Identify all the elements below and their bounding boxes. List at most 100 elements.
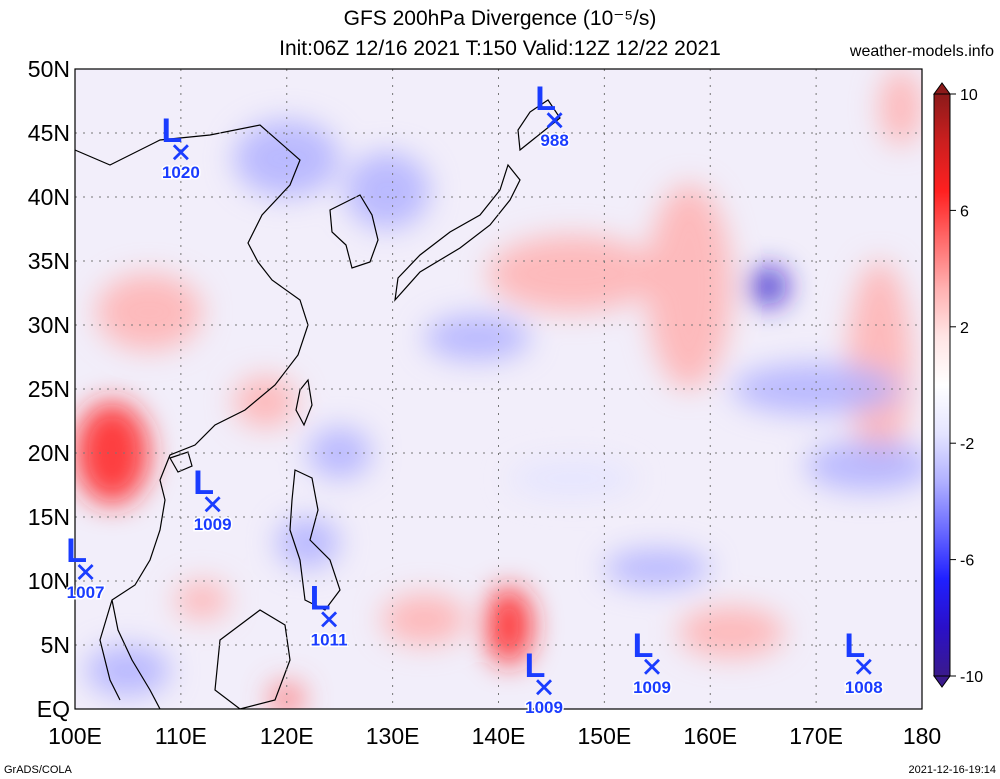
- map-title: GFS 200hPa Divergence (10⁻⁵/s): [343, 7, 657, 30]
- coastline-layer: [75, 99, 561, 709]
- longitude-label: 100E: [48, 723, 102, 749]
- low-pressure-center: L 1007: [65, 532, 106, 604]
- map-subtitle: Init:06Z 12/16 2021 T:150 Valid:12Z 12/2…: [279, 37, 721, 60]
- low-symbol: L: [844, 627, 865, 665]
- low-pressure-center: L 1009: [192, 464, 233, 536]
- colorbar-tick-label: 2: [960, 320, 969, 337]
- low-pressure-center: L 1008: [843, 627, 884, 699]
- convergence-region: [276, 517, 340, 569]
- latitude-label: 35N: [28, 248, 70, 274]
- colorbar-tick-label: 6: [960, 203, 969, 220]
- borneo-coastline: [214, 609, 291, 709]
- hokkaido-coastline: [517, 99, 561, 152]
- low-symbol: L: [633, 627, 654, 665]
- divergence-region: [646, 184, 732, 389]
- low-symbol: L: [66, 532, 87, 570]
- field-layer: [75, 69, 922, 709]
- divergence-region: [175, 581, 229, 620]
- low-pressure-value: 1008: [845, 678, 883, 697]
- japan-coastline: [394, 163, 521, 302]
- malay-coastline: [111, 599, 161, 709]
- longitude-label: 120E: [260, 723, 314, 749]
- longitude-label: 110E: [155, 723, 207, 749]
- divergence-region: [485, 587, 533, 665]
- plot-frame: [74, 68, 923, 710]
- longitude-label: 140E: [472, 723, 526, 749]
- longitude-label: 180: [903, 723, 941, 749]
- divergence-region: [75, 401, 150, 505]
- colorbar-tick-label: -2: [960, 436, 974, 453]
- latitude-label: 30N: [28, 312, 70, 338]
- latitude-label: 5N: [41, 632, 70, 658]
- convergence-region: [749, 267, 788, 306]
- divergence-region: [382, 593, 467, 646]
- latitude-label: 40N: [28, 184, 70, 210]
- site-credit: weather-models.info: [849, 43, 994, 60]
- longitude-label: 130E: [366, 723, 420, 749]
- low-pressure-center: L 988: [535, 80, 570, 152]
- low-pressure-value: 1009: [633, 678, 671, 697]
- graticule: [75, 69, 922, 709]
- longitude-label: 170E: [789, 723, 843, 749]
- convergence-region: [85, 645, 171, 697]
- low-symbol: L: [525, 647, 546, 685]
- divergence-region: [96, 273, 203, 351]
- low-pressure-value: 988: [540, 131, 568, 150]
- low-center-cross: [172, 144, 189, 161]
- low-center-cross: [536, 679, 553, 696]
- longitude-label: 150E: [578, 723, 632, 749]
- latitude-label: 15N: [28, 504, 70, 530]
- divergence-region: [233, 376, 298, 428]
- footer-grads-credit: GrADS/COLA: [4, 764, 72, 776]
- low-pressure-value: 1009: [525, 698, 563, 717]
- convergence-region: [509, 459, 637, 498]
- low-pressure-center: L 1009: [524, 647, 565, 719]
- latitude-label: EQ: [37, 696, 70, 722]
- low-pressure-value: 1009: [194, 515, 232, 534]
- low-center-cross: [321, 611, 338, 628]
- latitude-label: 45N: [28, 120, 70, 146]
- low-center-cross: [77, 564, 94, 581]
- low-pressure-center: L 1020: [160, 112, 201, 184]
- longitude-labels: 100E 110E 120E 130E 140E 150E 160E 170E 180: [48, 723, 941, 749]
- low-pressure-value: 1020: [162, 163, 200, 182]
- latitude-label: 20N: [28, 440, 70, 466]
- colorbar-top-arrow: [933, 82, 951, 95]
- low-center-cross: [546, 112, 563, 129]
- convergence-region: [604, 549, 711, 588]
- colorbar: 10 6 2 -2 -6 -10: [933, 82, 983, 688]
- low-pressure-value: 1011: [311, 630, 348, 649]
- low-center-cross: [855, 658, 872, 675]
- latitude-label: 10N: [28, 568, 70, 594]
- colorbar-bottom-arrow: [933, 675, 951, 688]
- latitude-label: 25N: [28, 376, 70, 402]
- philippines-coastline: [289, 469, 341, 611]
- convergence-region: [805, 440, 922, 492]
- korea-coastline: [329, 194, 379, 269]
- low-symbol: L: [193, 464, 214, 502]
- footer-timestamp: 2021-12-16-19:14: [908, 764, 996, 776]
- low-pressure-center: L 1009: [632, 627, 673, 699]
- low-symbol: L: [161, 112, 182, 150]
- divergence-region: [487, 235, 658, 313]
- divergence-region: [678, 606, 785, 658]
- latitude-labels: 50N 45N 40N 35N 30N 25N 20N 15N 10N 5N EQ: [28, 56, 70, 722]
- mainland-coastline: [75, 124, 309, 701]
- colorbar-scale: [933, 93, 951, 677]
- longitude-label: 160E: [683, 723, 737, 749]
- low-pressure-markers: L 1020 L 988 L 1009 L 1007 L 1011 L 1009 L 1009 L 1008: [65, 80, 884, 719]
- colorbar-tick-label: -10: [960, 669, 983, 686]
- divergence-region: [879, 69, 922, 146]
- convergence-region: [424, 314, 531, 361]
- convergence-region: [344, 152, 430, 230]
- latitude-label: 50N: [28, 56, 70, 82]
- low-center-cross: [644, 658, 661, 675]
- hainan-coastline: [169, 451, 193, 473]
- low-pressure-center: L 1011: [309, 579, 349, 651]
- low-symbol: L: [310, 579, 331, 617]
- divergence-region: [847, 261, 912, 466]
- colorbar-tick-label: -6: [960, 553, 974, 570]
- low-center-cross: [204, 496, 221, 513]
- low-symbol: L: [535, 80, 556, 118]
